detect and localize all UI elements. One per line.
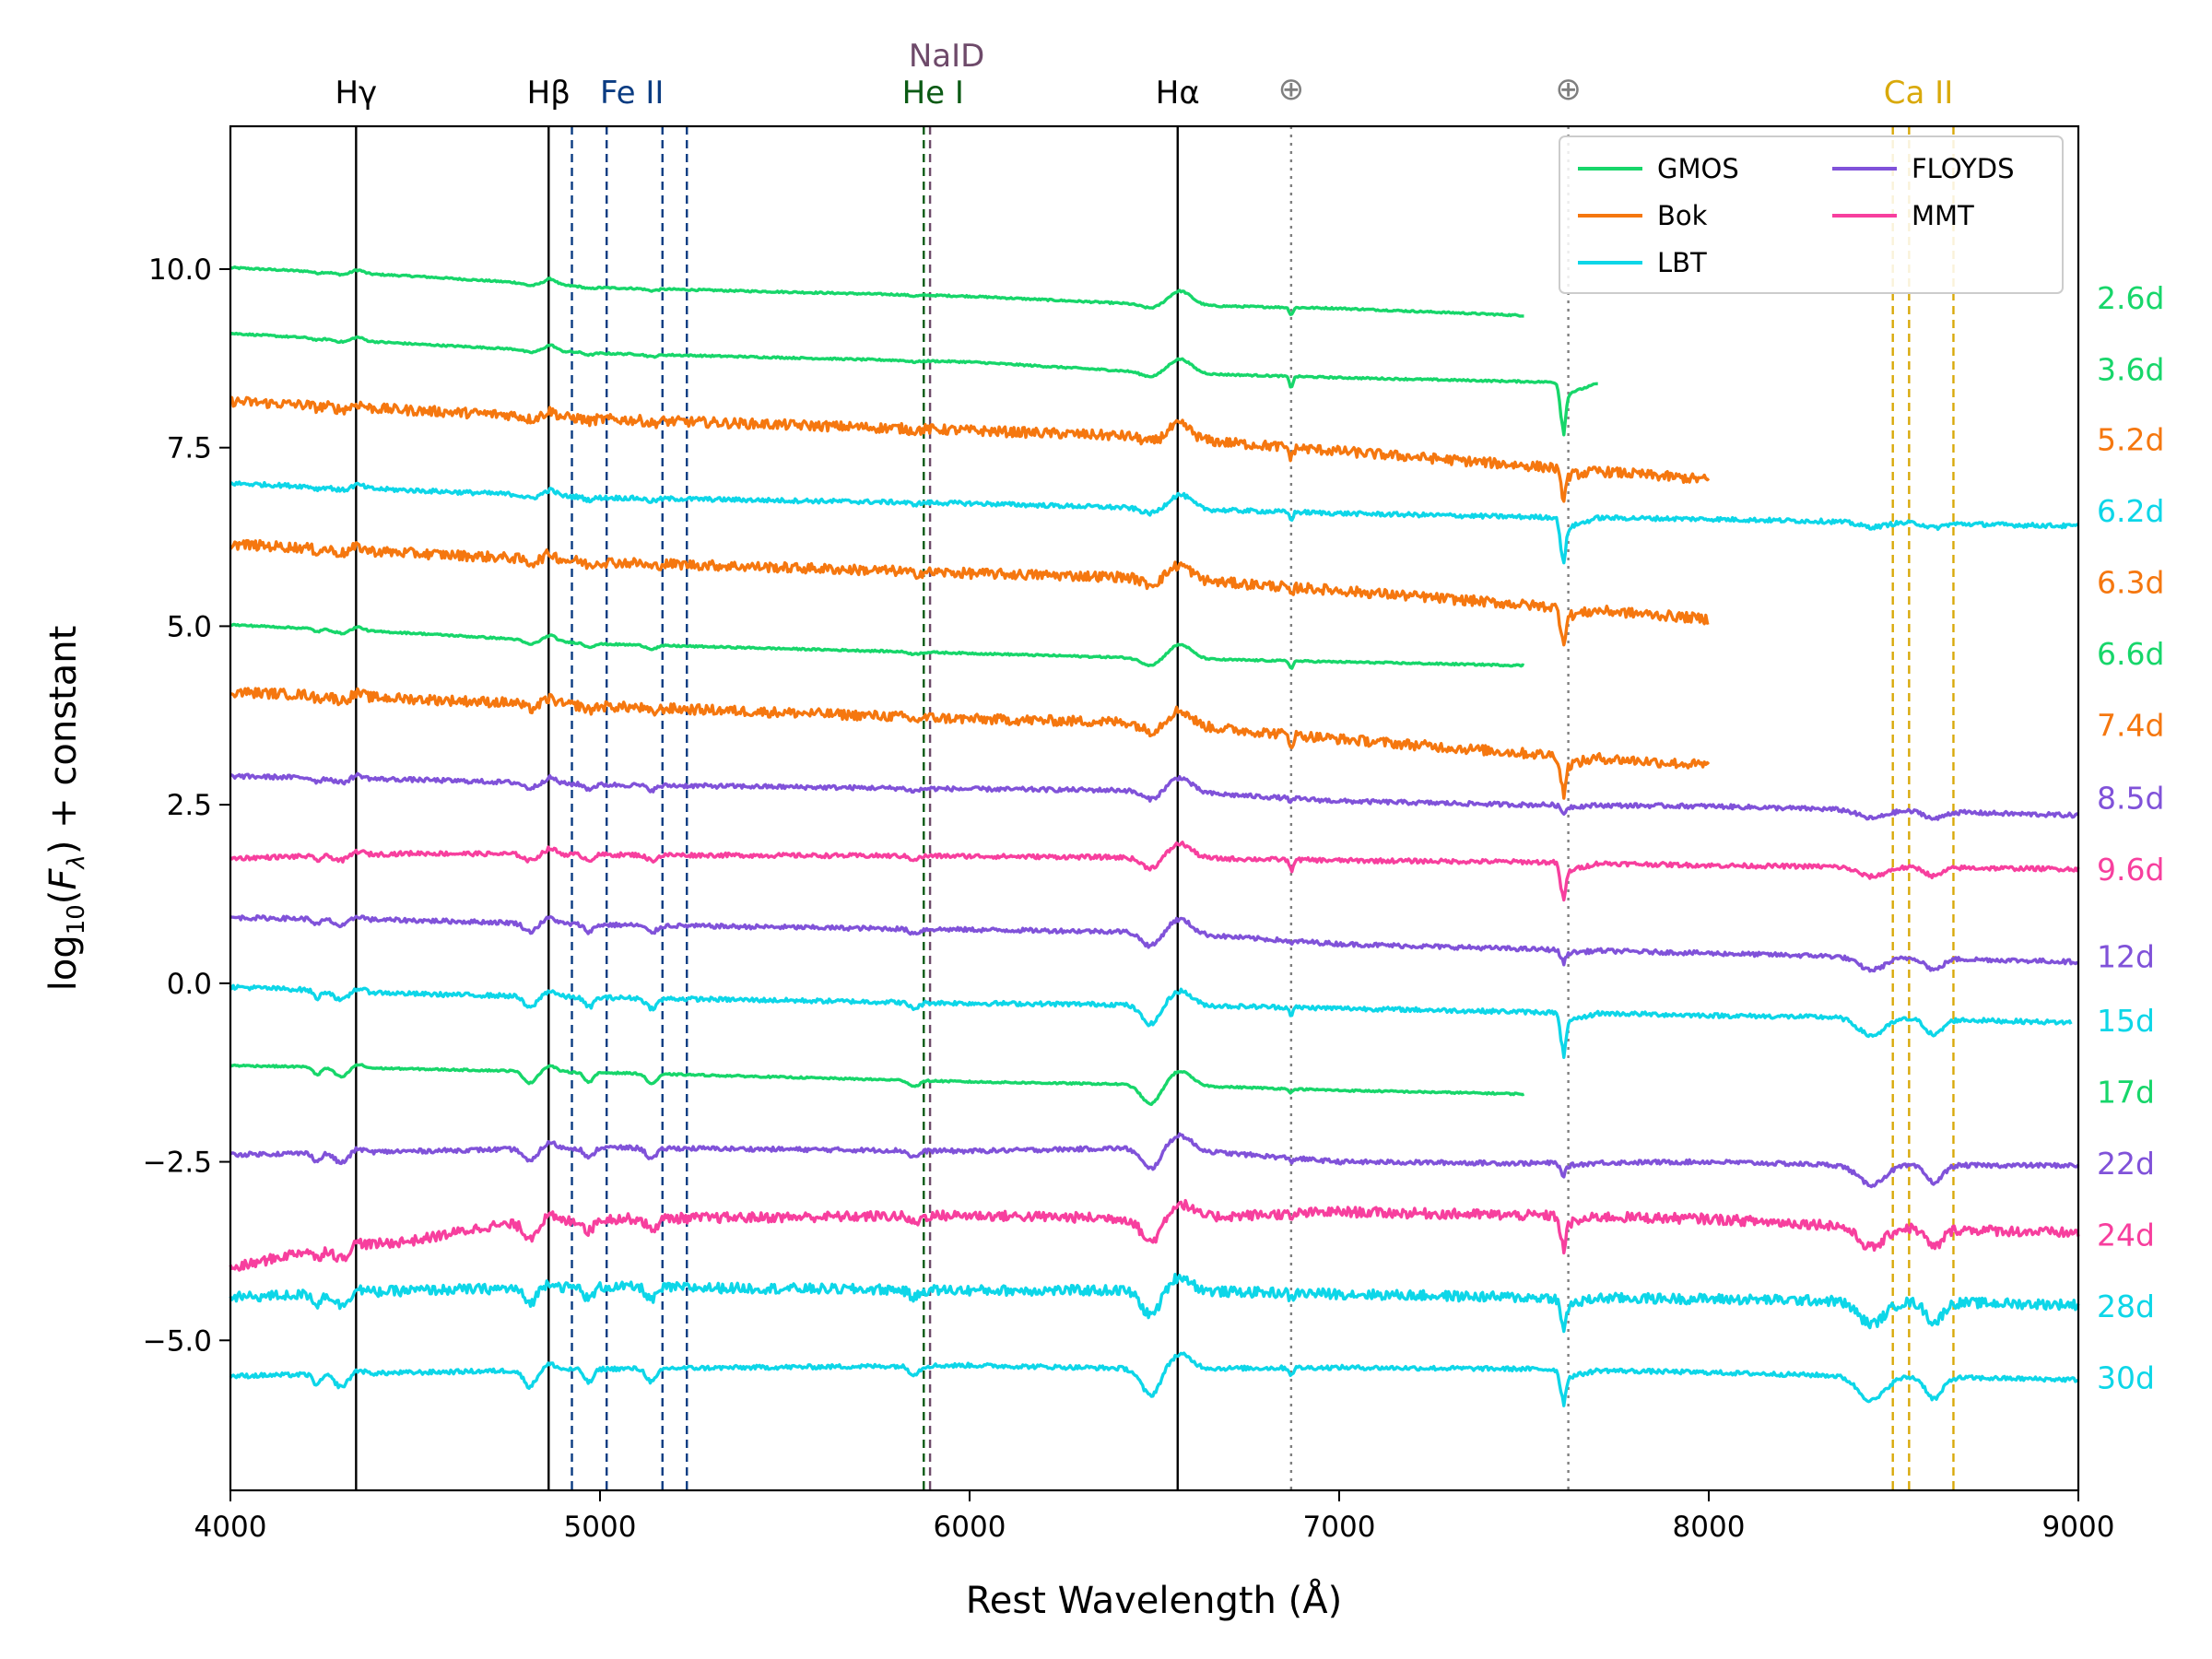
marker-label: Hγ <box>335 75 377 112</box>
x-tick-label: 7000 <box>1303 1511 1376 1544</box>
spectrum-line <box>229 1351 2079 1407</box>
phase-label: 8.5d <box>2097 780 2164 816</box>
spectrum-line <box>229 841 2080 902</box>
legend-label: Bok <box>1657 200 1708 231</box>
x-tick-label: 4000 <box>194 1511 267 1544</box>
legend-box <box>1559 135 2064 294</box>
phase-label: 30d <box>2097 1360 2155 1396</box>
spectrum-line <box>229 538 1710 647</box>
y-tick-label: 2.5 <box>167 789 212 822</box>
marker-label: ⊕ <box>1278 71 1305 108</box>
phase-label: 3.6d <box>2097 351 2164 387</box>
spectrum-line <box>229 1273 2080 1334</box>
spectra-series <box>229 265 2080 1407</box>
y-tick-label: 5.0 <box>167 610 212 643</box>
y-tick-label: 10.0 <box>148 253 212 287</box>
spectrum-line <box>229 771 2079 821</box>
spectrum-line <box>229 480 2079 565</box>
spectrum-line <box>229 1132 2080 1189</box>
phase-label: 22d <box>2097 1146 2155 1182</box>
spectrum-line <box>229 1063 1525 1106</box>
x-tick-label: 6000 <box>934 1511 1006 1544</box>
phase-label: 9.6d <box>2097 852 2164 888</box>
y-tick-label: −5.0 <box>143 1324 212 1358</box>
spectrum-line <box>229 331 1598 437</box>
x-tick-label: 5000 <box>564 1511 637 1544</box>
spectrum-line <box>229 622 1525 670</box>
phase-label: 6.2d <box>2097 493 2164 529</box>
marker-label: Hα <box>1156 75 1200 112</box>
marker-label: NaID <box>909 38 984 75</box>
plot-frame <box>229 124 2080 1492</box>
spectrum-line <box>229 983 2073 1059</box>
y-axis: −5.0 −2.5 0.0 2.5 5.0 7.5 10.0 <box>143 253 230 1358</box>
y-tick-label: −2.5 <box>143 1147 212 1180</box>
y-axis-title: log10(Fλ) + constant <box>42 626 90 992</box>
spectrum-line <box>229 1198 2080 1272</box>
phase-label: 15d <box>2097 1003 2155 1039</box>
phase-label: 6.6d <box>2097 636 2164 672</box>
phase-label: 28d <box>2097 1288 2155 1324</box>
phase-label: 17d <box>2097 1075 2155 1111</box>
phase-label: 12d <box>2097 938 2155 974</box>
phase-labels: 2.6d 3.6d 5.2d 6.2d 6.3d 6.6d 7.4d 8.5d 9.6d 12d 1… <box>2097 280 2164 1396</box>
x-tick-label: 8000 <box>1673 1511 1746 1544</box>
legend: GMOS Bok LBT FLOYDS MMT <box>1559 135 2064 294</box>
phase-label: 2.6d <box>2097 280 2164 316</box>
phase-label: 6.3d <box>2097 564 2164 600</box>
marker-label: Ca II <box>1884 75 1953 112</box>
x-tick-label: 9000 <box>2042 1511 2115 1544</box>
legend-label: GMOS <box>1657 153 1739 184</box>
spectrum-line <box>229 914 2079 973</box>
y-tick-label: 7.5 <box>167 432 212 465</box>
spectrum-line <box>229 395 1711 503</box>
marker-label: He I <box>902 75 964 112</box>
spectrum-line <box>229 265 1524 318</box>
legend-label: LBT <box>1657 247 1707 278</box>
legend-label: MMT <box>1912 200 1974 231</box>
spectrum-line <box>229 687 1711 800</box>
marker-label: Hβ <box>527 75 571 112</box>
y-tick-label: 0.0 <box>167 968 212 1001</box>
x-axis: 4000 5000 6000 7000 8000 9000 <box>194 1490 2115 1544</box>
legend-label: FLOYDS <box>1912 153 2015 184</box>
phase-label: 5.2d <box>2097 421 2164 457</box>
phase-label: 24d <box>2097 1218 2155 1253</box>
marker-label: ⊕ <box>1555 71 1582 108</box>
marker-label: Fe II <box>600 75 664 112</box>
phase-label: 7.4d <box>2097 707 2164 743</box>
x-axis-title: Rest Wavelength (Å) <box>966 1578 1342 1622</box>
